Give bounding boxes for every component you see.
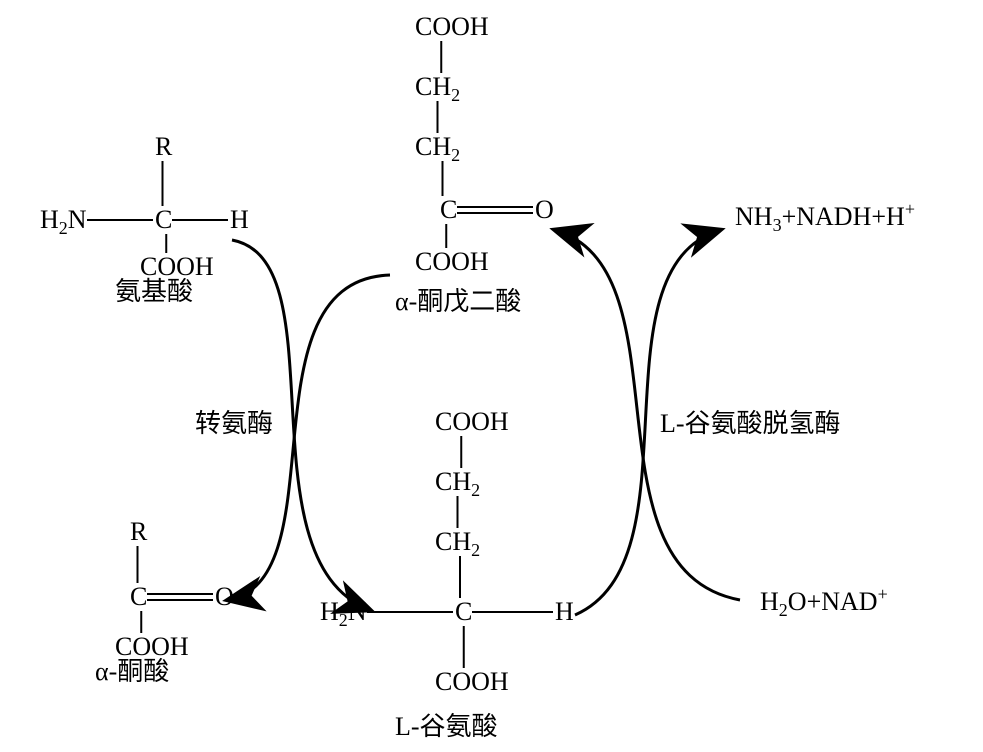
species-h2o-nad: H2O+NAD+ (760, 584, 888, 620)
mol-name-alpha_keto_acid: α-酮酸 (95, 657, 169, 686)
atom-alpha_keto_acid-R: R (130, 517, 148, 546)
atom-alpha_ketoglutarate-COOH2: COOH (415, 247, 489, 276)
atom-l_glutamate-COOH1: COOH (435, 407, 509, 436)
atom-amino_acid-C: C (155, 205, 172, 234)
atom-alpha_keto_acid-O: O (215, 582, 234, 611)
atom-l_glutamate-CH2a: CH2 (435, 467, 480, 500)
atom-amino_acid-H: H (230, 205, 249, 234)
atom-l_glutamate-CH2b: CH2 (435, 527, 480, 560)
atom-l_glutamate-H2N: H2N (320, 597, 367, 630)
atom-alpha_ketoglutarate-O: O (535, 195, 554, 224)
text-layer: R H2N C H COOH 氨基酸 R C O COOH α-酮酸 COOH CH2 CH2 C O COOH… (40, 12, 915, 741)
label-transaminase: 转氨酶 (195, 409, 273, 438)
atom-alpha_ketoglutarate-CH2a: CH2 (415, 72, 460, 105)
atom-l_glutamate-H: H (555, 597, 574, 626)
mol-name-alpha_ketoglutarate: α-酮戊二酸 (395, 287, 521, 316)
atom-alpha_ketoglutarate-CH2b: CH2 (415, 132, 460, 165)
label-gdh: L-谷氨酸脱氢酶 (660, 409, 841, 438)
species-nh3-nadh: NH3+NADH+H+ (735, 199, 915, 235)
atom-alpha_ketoglutarate-COOH1: COOH (415, 12, 489, 41)
mol-name-l_glutamate: L-谷氨酸 (395, 712, 498, 741)
atom-alpha_keto_acid-C: C (130, 582, 147, 611)
mol-name-amino_acid: 氨基酸 (115, 277, 193, 306)
atom-l_glutamate-COOH2: COOH (435, 667, 509, 696)
atom-amino_acid-R: R (155, 132, 173, 161)
atom-amino_acid-H2N: H2N (40, 205, 87, 238)
atom-alpha_ketoglutarate-C: C (440, 195, 457, 224)
reaction-diagram: R H2N C H COOH 氨基酸 R C O COOH α-酮酸 COOH CH2 CH2 C O COOH… (0, 0, 983, 752)
atom-l_glutamate-C: C (455, 597, 472, 626)
